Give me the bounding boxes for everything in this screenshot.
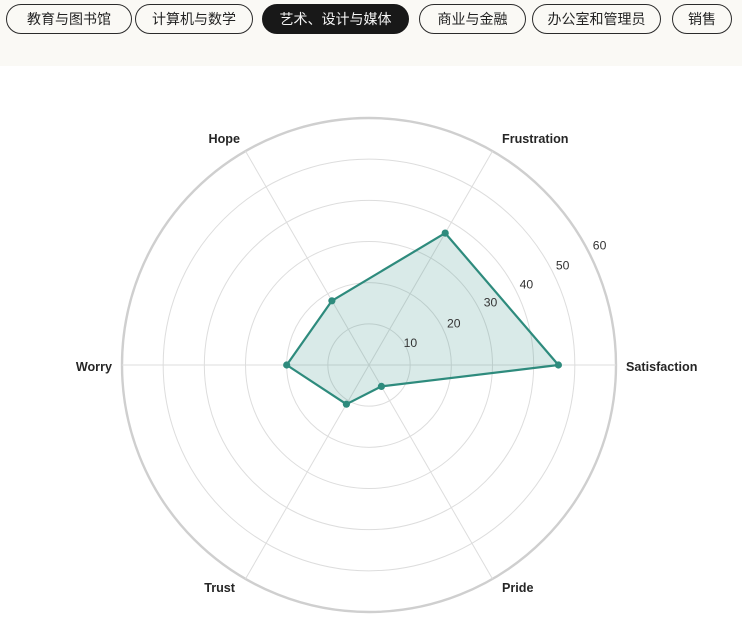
svg-text:50: 50: [556, 258, 570, 272]
svg-text:30: 30: [484, 296, 498, 310]
svg-text:20: 20: [447, 317, 461, 331]
svg-text:Worry: Worry: [76, 360, 112, 374]
svg-text:Satisfaction: Satisfaction: [626, 360, 697, 374]
svg-text:10: 10: [404, 336, 418, 350]
svg-text:40: 40: [520, 278, 534, 292]
svg-text:Frustration: Frustration: [502, 132, 568, 146]
svg-text:60: 60: [593, 239, 607, 253]
svg-text:Trust: Trust: [204, 581, 236, 595]
svg-text:Pride: Pride: [502, 581, 534, 595]
svg-text:Hope: Hope: [209, 132, 240, 146]
